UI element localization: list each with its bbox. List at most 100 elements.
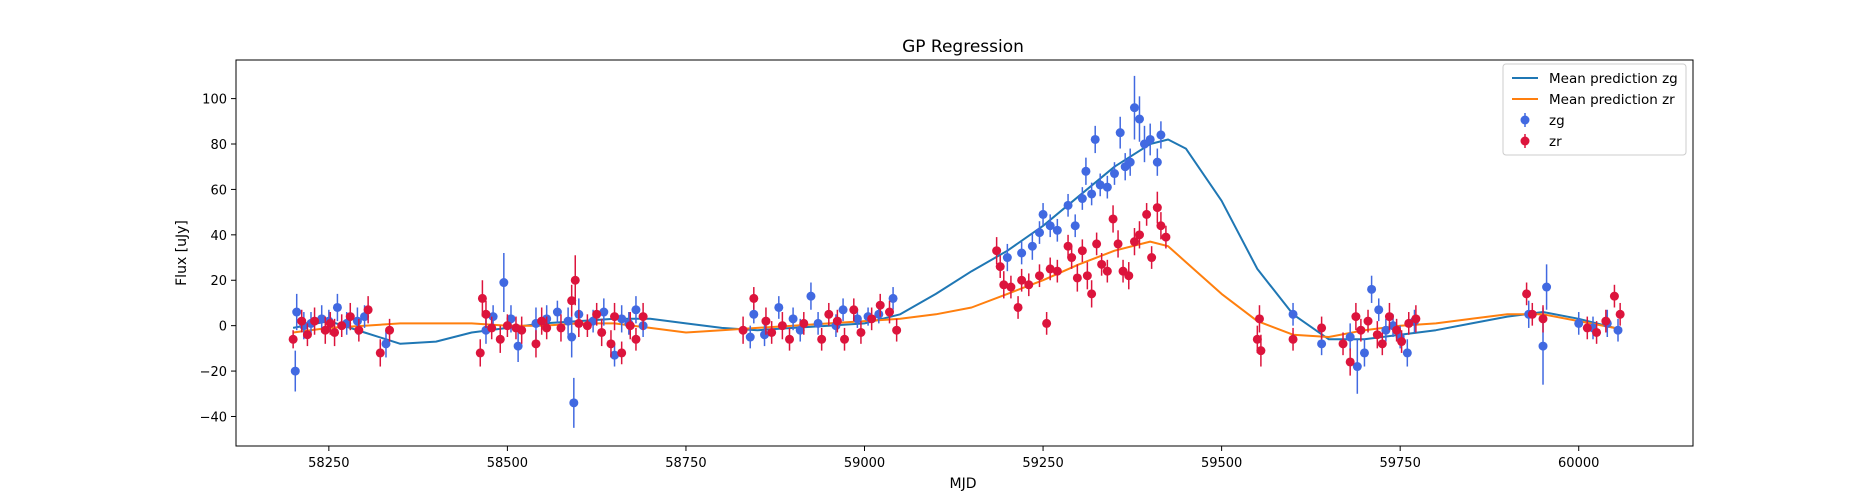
data-point-zr xyxy=(363,296,373,324)
data-point-zg xyxy=(617,305,627,333)
point-marker xyxy=(337,321,347,331)
point-marker xyxy=(625,321,635,331)
point-marker xyxy=(824,309,834,319)
x-tick-label: 60000 xyxy=(1558,456,1599,471)
x-axis-label: MJD xyxy=(950,476,977,492)
data-point-zr xyxy=(777,312,787,340)
point-marker xyxy=(320,325,330,335)
data-point-zg xyxy=(513,330,523,362)
point-marker xyxy=(1072,273,1082,283)
data-point-zg xyxy=(1156,121,1166,149)
point-marker xyxy=(1374,305,1384,315)
x-tick-label: 59000 xyxy=(844,456,885,471)
data-point-zr xyxy=(1134,221,1144,249)
data-point-zr xyxy=(1042,312,1052,335)
point-marker xyxy=(1522,289,1532,299)
data-point-zr xyxy=(1142,203,1152,226)
point-marker xyxy=(292,307,302,317)
data-point-zr xyxy=(1161,225,1171,249)
point-marker xyxy=(610,350,620,360)
point-marker xyxy=(1152,157,1162,167)
data-point-zr xyxy=(1147,246,1157,269)
point-marker xyxy=(999,280,1009,290)
data-point-zg xyxy=(567,316,577,358)
data-point-zr xyxy=(502,314,512,338)
data-point-zr xyxy=(1097,253,1107,276)
data-point-zr xyxy=(1052,259,1062,283)
data-point-zr xyxy=(1063,234,1073,258)
data-point-zr xyxy=(310,307,320,335)
point-marker xyxy=(487,323,497,333)
point-marker xyxy=(556,323,566,333)
point-marker xyxy=(1254,314,1264,324)
data-point-zg xyxy=(1139,125,1149,163)
point-marker xyxy=(1609,291,1619,301)
point-marker xyxy=(592,309,602,319)
point-marker xyxy=(1124,271,1134,281)
data-point-zg xyxy=(1402,339,1412,367)
point-marker xyxy=(1027,241,1037,251)
point-marker xyxy=(832,316,842,326)
data-point-zg xyxy=(1145,123,1155,156)
point-marker xyxy=(363,305,373,315)
point-marker xyxy=(495,334,505,344)
data-point-zg xyxy=(1045,214,1055,238)
point-marker xyxy=(1381,325,1391,335)
point-marker xyxy=(875,300,885,310)
point-marker xyxy=(381,339,391,349)
y-axis-label: Flux [uJy] xyxy=(174,220,190,286)
point-marker xyxy=(788,314,798,324)
data-point-zr xyxy=(1522,282,1532,306)
data-point-zg xyxy=(1374,298,1384,322)
point-marker xyxy=(1077,246,1087,256)
data-point-zr xyxy=(785,327,795,351)
data-point-zg xyxy=(774,296,784,319)
point-marker xyxy=(1081,166,1091,176)
point-marker xyxy=(302,330,312,340)
data-point-zr xyxy=(738,316,748,344)
point-marker xyxy=(849,305,859,315)
data-point-zr xyxy=(517,316,527,344)
point-marker xyxy=(1317,323,1327,333)
point-marker xyxy=(1352,362,1362,372)
point-marker xyxy=(1582,323,1592,333)
point-marker xyxy=(995,262,1005,272)
data-point-zr xyxy=(885,300,895,324)
point-marker xyxy=(1052,225,1062,235)
point-marker xyxy=(1156,221,1166,231)
point-marker xyxy=(317,314,327,324)
data-point-zr xyxy=(1017,268,1027,292)
point-marker xyxy=(1145,134,1155,144)
point-marker xyxy=(310,316,320,326)
legend-label-zg: zg xyxy=(1549,113,1565,129)
data-point-zr xyxy=(1592,321,1602,344)
data-point-zg xyxy=(499,253,509,313)
point-marker xyxy=(1102,182,1112,192)
point-marker xyxy=(1024,280,1034,290)
point-marker xyxy=(1397,337,1407,347)
point-marker xyxy=(795,325,805,335)
data-point-zr xyxy=(1072,264,1082,292)
point-marker xyxy=(856,327,866,337)
point-marker xyxy=(1574,318,1584,328)
point-marker xyxy=(1345,332,1355,342)
point-marker xyxy=(617,314,627,324)
legend-box xyxy=(1502,63,1687,156)
point-marker xyxy=(606,339,616,349)
point-marker xyxy=(567,332,577,342)
data-point-zr xyxy=(1372,321,1382,349)
point-marker xyxy=(1384,312,1394,322)
data-point-zr xyxy=(1601,309,1611,333)
data-point-zr xyxy=(638,302,648,331)
point-marker xyxy=(1345,357,1355,367)
point-marker xyxy=(817,334,827,344)
point-marker xyxy=(290,366,300,376)
point-marker xyxy=(1317,339,1327,349)
point-marker xyxy=(1134,114,1144,124)
point-marker xyxy=(617,348,627,358)
point-marker xyxy=(1006,282,1016,292)
point-marker xyxy=(1252,334,1262,344)
data-point-zg xyxy=(1367,275,1377,303)
data-point-zg xyxy=(292,293,302,331)
point-marker xyxy=(1592,327,1602,337)
